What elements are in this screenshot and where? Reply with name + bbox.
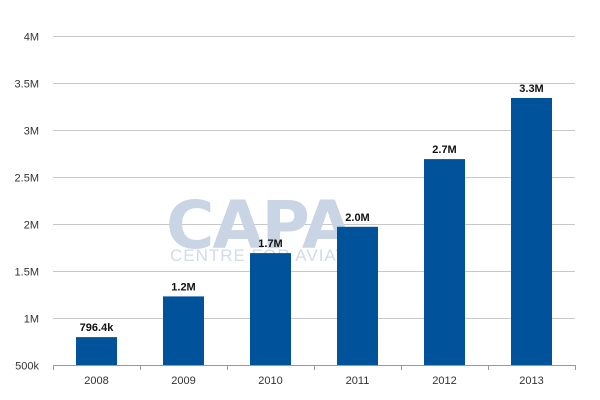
bar-2009[interactable] [163,296,204,365]
y-tick-label: 2.5M [15,173,39,185]
data-label-2013: 3.3M [519,83,543,95]
bars [76,98,552,365]
y-axis-tick-labels: 500k 1M 1.5M 2M 2.5M 3M 3.5M 4M [15,32,40,373]
data-label-2012: 2.7M [432,144,456,156]
bar-2012[interactable] [424,159,465,365]
y-tick-label: 1M [24,314,39,326]
y-tick-label: 3M [24,126,39,138]
gridlines [53,36,575,319]
bar-2013[interactable] [511,98,552,365]
data-label-2011: 2.0M [345,212,369,224]
x-tick-label: 2008 [84,375,108,387]
x-tick-label: 2010 [258,375,282,387]
watermark-logo-text: CAPA [166,187,353,264]
x-axis [53,365,576,370]
bar-2008[interactable] [76,337,117,365]
y-tick-label: 4M [24,32,39,44]
x-tick-label: 2009 [171,375,195,387]
data-label-2010: 1.7M [258,238,282,250]
y-tick-label: 2M [24,220,39,232]
data-label-2008: 796.4k [80,322,115,334]
x-axis-tick-labels: 2008 2009 2010 2011 2012 2013 [84,375,543,387]
data-label-2009: 1.2M [171,281,195,293]
y-tick-label: 3.5M [15,79,39,91]
y-tick-label: 1.5M [15,267,39,279]
bar-2010[interactable] [250,253,291,365]
x-tick-label: 2011 [346,375,370,387]
bar-2011[interactable] [337,226,378,365]
x-tick-label: 2012 [432,375,456,387]
data-labels: 796.4k 1.2M 1.7M 2.0M 2.7M 3.3M [80,83,544,334]
x-tick-label: 2013 [519,375,543,387]
y-tick-label: 500k [15,361,39,373]
